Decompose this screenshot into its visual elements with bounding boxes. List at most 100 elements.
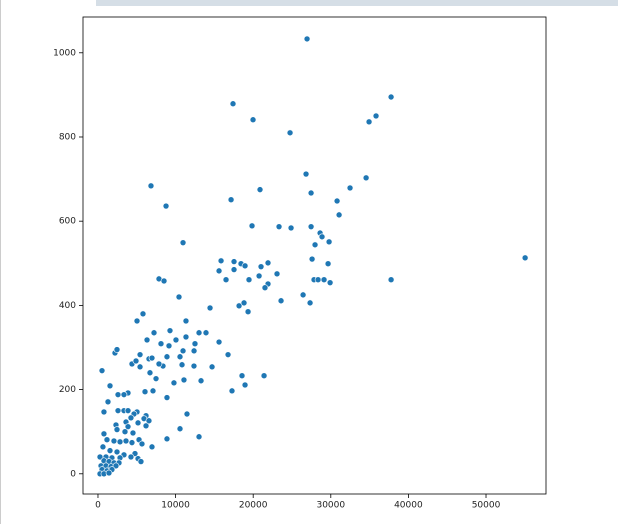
- point: [195, 329, 203, 337]
- point: [197, 377, 205, 385]
- point: [222, 276, 230, 284]
- point: [277, 297, 285, 305]
- point: [134, 419, 142, 427]
- point: [230, 266, 238, 273]
- point: [113, 346, 121, 353]
- point: [326, 279, 334, 286]
- point: [314, 276, 322, 284]
- x-tick-label: 10000: [161, 501, 190, 511]
- point: [142, 422, 150, 430]
- point: [149, 387, 157, 395]
- y-tick-label: 0: [70, 469, 76, 479]
- point: [318, 233, 326, 241]
- point: [320, 276, 328, 284]
- point: [172, 336, 180, 344]
- y-tick-label: 800: [59, 132, 76, 142]
- point: [116, 438, 124, 446]
- point: [106, 447, 114, 454]
- point: [191, 340, 199, 348]
- point: [141, 388, 149, 395]
- point: [124, 423, 132, 430]
- y-tick-label: 200: [59, 385, 76, 395]
- point: [110, 437, 118, 445]
- point: [244, 308, 252, 316]
- point: [99, 443, 107, 451]
- point: [245, 276, 253, 284]
- y-tick-label: 1000: [53, 48, 76, 58]
- point: [308, 255, 316, 263]
- x-tick-label: 30000: [316, 501, 345, 511]
- point: [98, 367, 106, 374]
- point: [179, 347, 187, 355]
- point: [165, 342, 173, 350]
- point: [104, 398, 112, 406]
- y-tick-label: 400: [59, 301, 76, 311]
- point: [132, 357, 140, 365]
- point: [287, 224, 295, 232]
- point: [162, 202, 170, 210]
- x-tick-label: 50000: [472, 501, 501, 511]
- point: [275, 223, 283, 230]
- point: [143, 336, 151, 344]
- point: [195, 433, 203, 441]
- point: [227, 196, 235, 204]
- point: [324, 260, 332, 268]
- point: [138, 440, 146, 448]
- point: [105, 469, 113, 477]
- point: [176, 425, 184, 433]
- point: [215, 267, 223, 275]
- point: [121, 428, 129, 435]
- point: [146, 369, 154, 377]
- point: [112, 462, 120, 470]
- point: [128, 439, 136, 446]
- point: [163, 435, 171, 443]
- point: [365, 118, 373, 126]
- point: [113, 426, 121, 433]
- point: [182, 333, 190, 341]
- point: [260, 372, 268, 379]
- point: [182, 317, 190, 325]
- point: [255, 272, 263, 280]
- point: [303, 35, 311, 43]
- point: [241, 262, 249, 270]
- point: [240, 299, 248, 307]
- point: [307, 189, 315, 197]
- point: [229, 100, 237, 108]
- point: [148, 443, 156, 451]
- point: [307, 223, 315, 230]
- point: [103, 436, 111, 443]
- point: [136, 363, 144, 371]
- point: [114, 391, 122, 398]
- point: [148, 354, 156, 362]
- point: [150, 329, 158, 337]
- x-tick-label: 40000: [394, 501, 423, 511]
- point: [208, 363, 216, 371]
- point: [127, 453, 135, 461]
- point: [206, 304, 214, 312]
- point: [113, 448, 121, 456]
- point: [387, 93, 395, 101]
- point: [114, 407, 122, 414]
- point: [249, 116, 257, 124]
- point: [335, 211, 343, 219]
- point: [100, 430, 108, 438]
- point: [286, 129, 294, 137]
- point: [241, 381, 249, 389]
- point: [306, 299, 314, 307]
- point: [256, 186, 264, 193]
- point: [129, 429, 137, 437]
- point: [235, 302, 243, 310]
- point: [152, 375, 160, 382]
- point: [139, 310, 147, 318]
- point: [176, 353, 184, 361]
- point: [155, 360, 163, 368]
- point: [248, 222, 256, 230]
- output-bar: [96, 0, 618, 6]
- point: [145, 417, 153, 425]
- point: [106, 382, 114, 390]
- point: [157, 340, 165, 348]
- point: [160, 277, 168, 285]
- point: [163, 394, 171, 401]
- point: [183, 410, 191, 418]
- point: [124, 407, 132, 414]
